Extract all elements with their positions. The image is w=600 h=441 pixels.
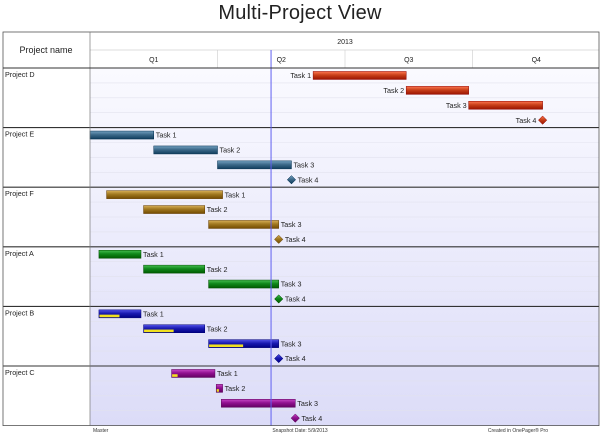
task-label: Task 4	[285, 354, 306, 363]
task-label: Task 3	[281, 220, 302, 229]
task-bar	[143, 205, 206, 214]
project-name: Project B	[5, 308, 34, 317]
task-label: Task 3	[446, 101, 467, 110]
project-group: Project D Task 1 Task 2 Task 3 Task 4	[3, 68, 599, 128]
task-bar	[98, 250, 142, 259]
task-label: Task 2	[207, 324, 228, 333]
task-bar	[468, 101, 543, 110]
milestone-diamond	[274, 294, 284, 304]
footer-left: Master	[93, 428, 109, 434]
project-name-cell	[3, 246, 90, 307]
task-label: Task 1	[156, 131, 177, 140]
task-bar	[153, 145, 218, 155]
task-label: Task 3	[281, 339, 302, 348]
project-group: Project B Task 1 Task 2 Task 3 Task 4	[3, 306, 599, 366]
task-label: Task 2	[225, 384, 246, 393]
milestone-diamond	[290, 413, 300, 423]
footer-center: Snapshot Date: 5/9/2013	[272, 428, 328, 434]
task-label: Task 2	[207, 205, 228, 214]
task-bar	[208, 220, 279, 229]
task-label: Task 1	[143, 250, 164, 259]
task-bar	[171, 369, 216, 378]
task-label: Task 4	[285, 235, 306, 244]
project-name: Project A	[5, 249, 34, 258]
project-group: Project A Task 1 Task 2 Task 3 Task 4	[3, 246, 599, 307]
project-name: Project F	[5, 189, 34, 198]
task-bar	[221, 399, 296, 408]
task-bar	[217, 160, 292, 170]
milestone-diamond	[274, 353, 284, 364]
task-progress	[216, 389, 219, 392]
project-name-cell	[3, 68, 90, 128]
task-label: Task 4	[516, 116, 537, 125]
project-name-cell	[3, 187, 90, 247]
task-bar	[312, 71, 407, 80]
task-bar	[215, 384, 223, 393]
chart-border	[2, 31, 600, 427]
task-label: Task 2	[207, 265, 228, 274]
task-progress	[172, 374, 178, 377]
project-name-cell	[3, 366, 90, 426]
project-group: Project F Task 1 Task 2 Task 3 Task 4	[3, 187, 599, 247]
task-progress	[209, 344, 244, 348]
task-label: Task 1	[290, 71, 311, 80]
milestone-diamond	[274, 234, 284, 244]
milestone-diamond	[286, 175, 297, 185]
task-label: Task 4	[298, 175, 319, 184]
task-progress	[144, 329, 174, 333]
task-label: Task 1	[143, 309, 164, 318]
footer-right: Created in OnePager® Pro	[487, 428, 548, 434]
row-header-label: Project name	[19, 45, 72, 55]
task-bar	[89, 130, 154, 140]
task-label: Task 1	[225, 190, 246, 199]
project-name: Project D	[5, 70, 35, 79]
task-bar	[405, 86, 469, 95]
task-bar	[143, 324, 206, 333]
task-label: Task 2	[383, 86, 404, 95]
project-name-cell	[3, 127, 90, 188]
milestone-diamond	[538, 115, 548, 125]
task-bar	[208, 339, 279, 348]
task-label: Task 3	[281, 280, 302, 289]
task-label: Task 3	[293, 160, 314, 169]
task-label: Task 4	[301, 414, 322, 423]
project-group: Project E Task 1 Task 2 Task 3 Task 4	[3, 127, 599, 188]
project-name-cell	[3, 306, 90, 366]
task-label: Task 4	[285, 295, 306, 304]
quarter-label-q1: Q1	[149, 57, 158, 64]
quarter-label-q2: Q2	[277, 57, 286, 64]
year-label: 2013	[337, 39, 353, 46]
task-label: Task 3	[297, 399, 318, 408]
task-label: Task 2	[220, 146, 241, 155]
project-group: Project C Task 1 Task 2 Task 3 Task 4	[3, 366, 599, 426]
task-bar	[98, 309, 142, 319]
chart-title: Multi-Project View	[218, 2, 382, 24]
project-name: Project C	[5, 368, 35, 377]
task-bar	[208, 279, 279, 289]
task-bar	[143, 264, 206, 274]
task-label: Task 1	[217, 369, 238, 378]
task-bar	[106, 190, 223, 199]
project-name: Project E	[5, 130, 34, 139]
quarter-label-q4: Q4	[532, 57, 541, 64]
task-progress	[99, 314, 120, 318]
quarter-label-q3: Q3	[404, 57, 413, 64]
